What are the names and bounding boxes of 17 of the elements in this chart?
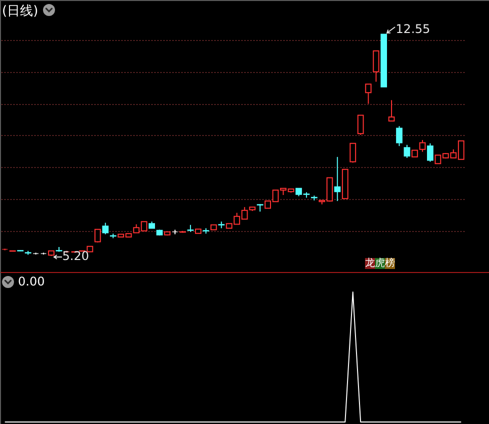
candlestick bbox=[396, 126, 402, 147]
candlestick bbox=[388, 100, 395, 122]
candlestick bbox=[365, 84, 372, 104]
text: 龙虎榜 bbox=[365, 258, 395, 269]
annotation: 5.20 bbox=[62, 249, 89, 263]
candlestick bbox=[102, 222, 109, 235]
candlestick bbox=[404, 144, 410, 158]
candlestick bbox=[419, 140, 426, 152]
candlestick bbox=[426, 142, 434, 162]
candlestick bbox=[94, 228, 101, 243]
candlestick bbox=[357, 114, 364, 136]
annotation: 12.55 bbox=[396, 22, 430, 36]
chart-title: 0.00 bbox=[18, 274, 45, 288]
chart-title: (日线) bbox=[2, 4, 38, 19]
candlestick bbox=[350, 142, 356, 164]
candlestick bbox=[372, 50, 380, 82]
candlestick bbox=[334, 156, 341, 202]
